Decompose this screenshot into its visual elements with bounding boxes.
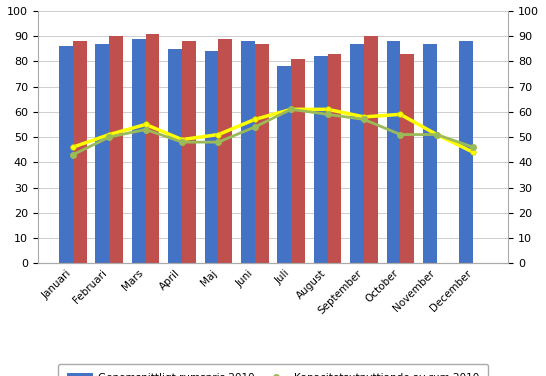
Bar xyxy=(350,44,364,263)
Bar xyxy=(146,33,159,263)
Bar xyxy=(182,41,196,263)
Bar xyxy=(168,49,182,263)
Bar xyxy=(205,51,218,263)
Legend: Genomsnittligt rumspris 2010, Genomsnittligt rumspris 2011, Kapacitetsutnyttjand: Genomsnittligt rumspris 2010, Genomsnitt… xyxy=(58,364,488,376)
Bar xyxy=(277,67,291,263)
Bar xyxy=(328,54,341,263)
Bar xyxy=(400,54,414,263)
Bar xyxy=(459,41,473,263)
Bar xyxy=(96,44,109,263)
Bar xyxy=(291,59,305,263)
Bar xyxy=(109,36,123,263)
Bar xyxy=(255,44,269,263)
Bar xyxy=(364,36,378,263)
Bar xyxy=(314,56,328,263)
Bar xyxy=(73,41,87,263)
Bar xyxy=(218,39,232,263)
Bar xyxy=(423,44,437,263)
Bar xyxy=(132,39,146,263)
Bar xyxy=(59,46,73,263)
Bar xyxy=(241,41,255,263)
Bar xyxy=(387,41,400,263)
